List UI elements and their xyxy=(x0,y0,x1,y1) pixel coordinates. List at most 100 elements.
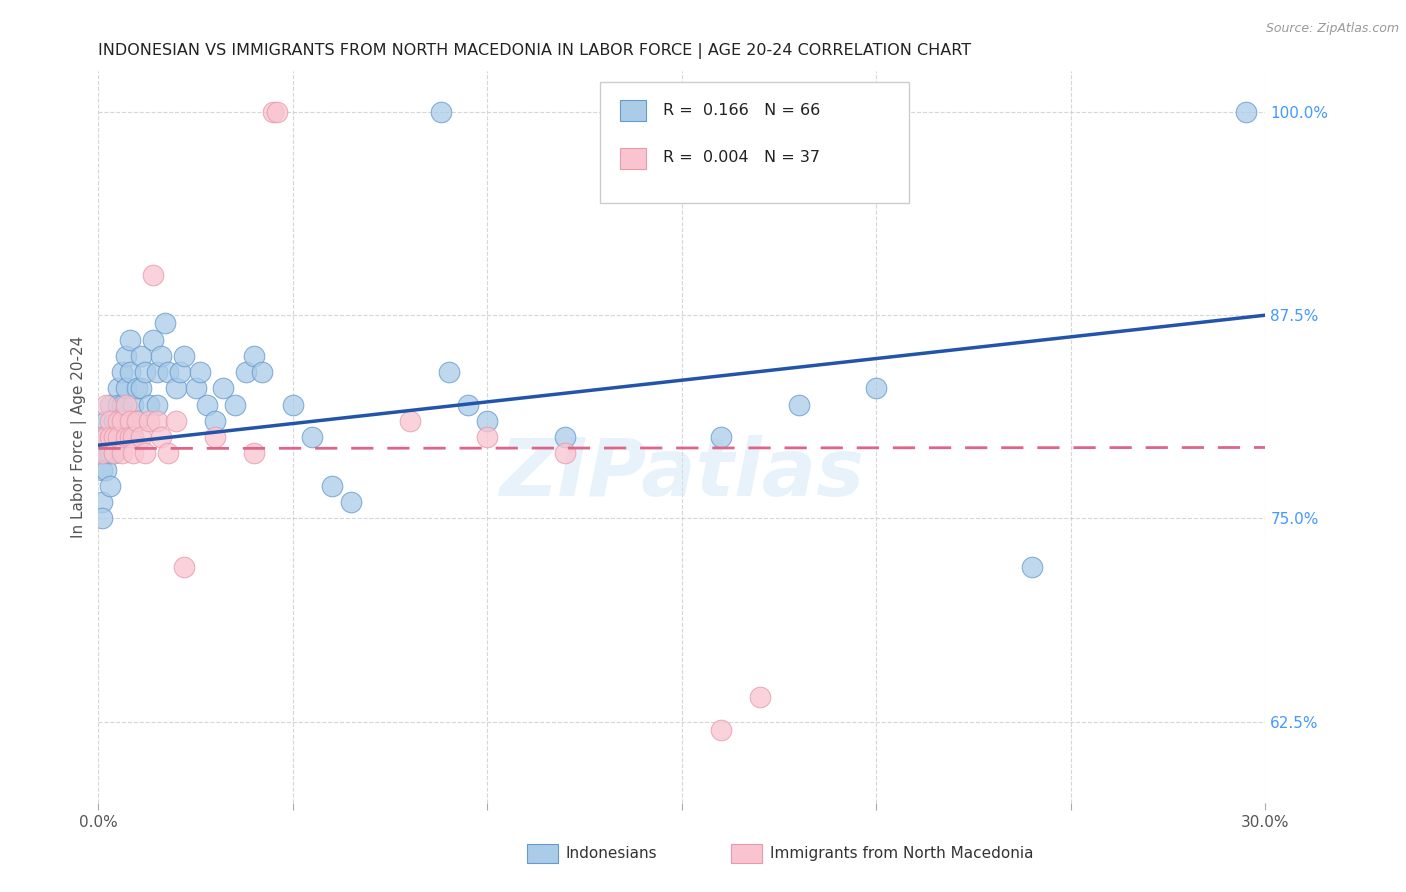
Point xyxy=(173,560,195,574)
Point xyxy=(134,365,156,379)
Point xyxy=(96,414,118,428)
Point xyxy=(111,414,134,428)
Point xyxy=(107,414,129,428)
Point xyxy=(118,333,141,347)
Point xyxy=(98,430,121,444)
Point xyxy=(554,446,576,460)
Point xyxy=(138,398,160,412)
Point xyxy=(146,365,169,379)
Point xyxy=(195,398,218,412)
Point xyxy=(98,479,121,493)
Point xyxy=(96,430,118,444)
Point xyxy=(281,398,304,412)
Point xyxy=(710,430,733,444)
Point xyxy=(98,414,121,428)
Point xyxy=(865,381,887,395)
Point xyxy=(103,430,125,444)
Point xyxy=(118,365,141,379)
Point xyxy=(98,446,121,460)
Point xyxy=(184,381,207,395)
Point xyxy=(250,365,273,379)
Point xyxy=(149,430,172,444)
Point xyxy=(129,430,152,444)
Point xyxy=(554,430,576,444)
Point xyxy=(204,414,226,428)
Point xyxy=(98,430,121,444)
Point xyxy=(142,333,165,347)
Point xyxy=(204,430,226,444)
Point xyxy=(787,398,810,412)
Point xyxy=(398,414,420,428)
Point xyxy=(1234,105,1257,120)
Point xyxy=(98,398,121,412)
Point xyxy=(114,349,136,363)
Point xyxy=(91,430,114,444)
Point xyxy=(149,349,172,363)
Point xyxy=(429,105,451,120)
Point xyxy=(91,462,114,476)
Point xyxy=(111,365,134,379)
Point xyxy=(91,446,114,460)
Point xyxy=(114,381,136,395)
Point xyxy=(146,398,169,412)
Point xyxy=(103,430,125,444)
Point xyxy=(118,414,141,428)
Point xyxy=(114,398,136,412)
Point xyxy=(477,430,499,444)
Point xyxy=(122,430,145,444)
Point xyxy=(114,430,136,444)
Point xyxy=(748,690,770,705)
Point xyxy=(107,430,129,444)
Point xyxy=(103,446,125,460)
Point xyxy=(340,495,363,509)
Text: ZIPatlas: ZIPatlas xyxy=(499,434,865,513)
Point xyxy=(266,105,288,120)
Point xyxy=(96,430,118,444)
Point xyxy=(157,446,180,460)
Point xyxy=(243,446,266,460)
Point xyxy=(262,105,284,120)
Text: Source: ZipAtlas.com: Source: ZipAtlas.com xyxy=(1265,22,1399,36)
Point xyxy=(122,446,145,460)
Point xyxy=(134,446,156,460)
Text: Immigrants from North Macedonia: Immigrants from North Macedonia xyxy=(770,847,1033,861)
Point xyxy=(107,381,129,395)
Point xyxy=(173,349,195,363)
Point xyxy=(103,446,125,460)
Point xyxy=(235,365,257,379)
Point xyxy=(111,398,134,412)
Bar xyxy=(620,100,645,121)
Y-axis label: In Labor Force | Age 20-24: In Labor Force | Age 20-24 xyxy=(72,336,87,538)
Point xyxy=(129,349,152,363)
Point xyxy=(107,398,129,412)
Point xyxy=(91,446,114,460)
Point xyxy=(96,398,118,412)
Point xyxy=(321,479,343,493)
Point xyxy=(153,316,176,330)
Point xyxy=(91,511,114,525)
Point xyxy=(122,398,145,412)
Point xyxy=(169,365,191,379)
Point xyxy=(91,495,114,509)
Point xyxy=(138,414,160,428)
Point xyxy=(1021,560,1043,574)
Point xyxy=(477,414,499,428)
Point xyxy=(710,723,733,737)
Point xyxy=(146,414,169,428)
Point xyxy=(107,430,129,444)
Point xyxy=(437,365,460,379)
Point xyxy=(165,381,187,395)
Point xyxy=(127,414,149,428)
Text: INDONESIAN VS IMMIGRANTS FROM NORTH MACEDONIA IN LABOR FORCE | AGE 20-24 CORRELA: INDONESIAN VS IMMIGRANTS FROM NORTH MACE… xyxy=(98,43,972,59)
Point xyxy=(91,430,114,444)
Text: Indonesians: Indonesians xyxy=(565,847,657,861)
Text: R =  0.004   N = 37: R = 0.004 N = 37 xyxy=(664,150,820,165)
Point xyxy=(127,414,149,428)
Point xyxy=(188,365,211,379)
Point xyxy=(224,398,246,412)
Point xyxy=(243,349,266,363)
Point xyxy=(142,268,165,282)
FancyBboxPatch shape xyxy=(600,82,910,203)
Point xyxy=(157,365,180,379)
Point xyxy=(165,414,187,428)
